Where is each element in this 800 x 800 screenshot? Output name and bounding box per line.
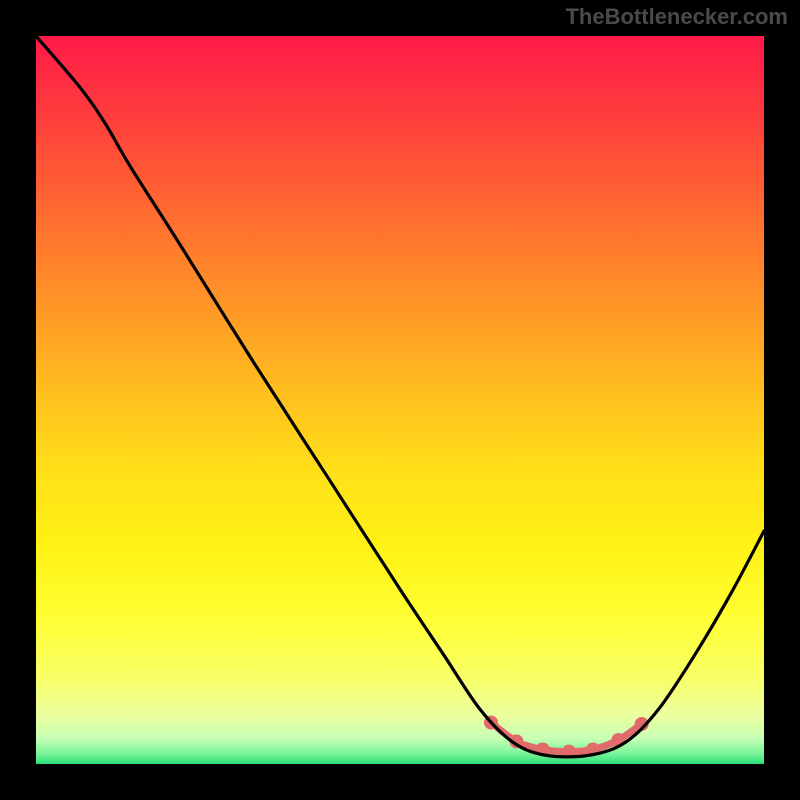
watermark-text: TheBottlenecker.com [565,4,788,30]
gradient-background [36,36,764,764]
plot-area [36,36,764,764]
chart-svg [36,36,764,764]
